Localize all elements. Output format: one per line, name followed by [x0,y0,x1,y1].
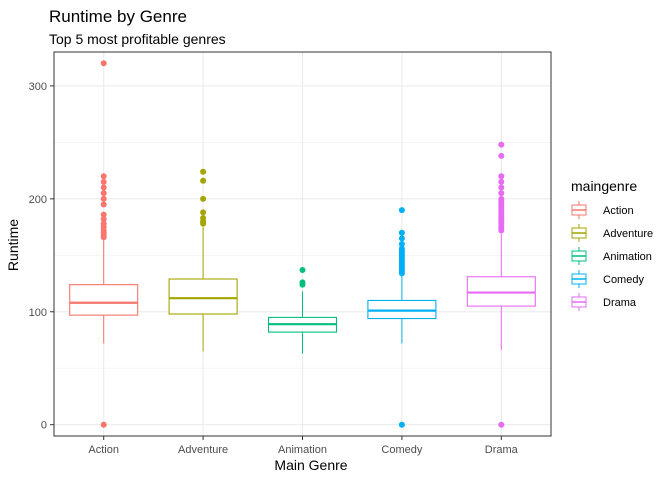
outlier-point [498,178,505,185]
outlier-point [200,177,207,184]
outlier-point [100,211,107,218]
outlier-point [498,195,505,202]
outlier-point [398,207,405,214]
legend: Action Adventure Animation Comedy Drama [571,201,653,311]
outlier-point [200,195,207,202]
outlier-point [200,209,207,216]
outlier-point [299,279,306,286]
box-comedy [367,207,437,428]
box-iqr [466,276,536,307]
legend-item-adventure: Adventure [571,224,653,242]
box-drama [466,141,536,428]
outlier-point [100,216,107,223]
box-iqr [168,278,238,315]
y-axis-title: Runtime [5,219,21,271]
outlier-point [100,421,107,428]
outlier-point [100,178,107,185]
chart-subtitle: Top 5 most profitable genres [49,31,226,47]
legend-item-drama: Drama [571,293,637,311]
outlier-point [100,201,107,208]
legend-item-action: Action [571,201,634,219]
outlier-point [398,229,405,236]
x-tick-label: Drama [485,444,519,456]
box-iqr [69,284,139,316]
outlier-point [100,190,107,197]
outlier-point [299,266,306,273]
legend-item-animation: Animation [571,247,652,265]
box-animation [267,266,338,354]
legend-label: Comedy [603,274,644,286]
outlier-point [398,421,405,428]
x-axis-title: Main Genre [274,457,347,473]
legend-label: Adventure [603,228,653,240]
outlier-point [200,215,207,222]
outlier-point [498,173,505,180]
legend-label: Animation [603,251,652,263]
plot-area: 0 100 200 300 Action Adventure Animation Comedy… [29,51,552,456]
legend-item-comedy: Comedy [571,270,644,288]
panel-border [53,51,552,437]
outlier-point [498,190,505,197]
x-tick-label: Action [88,444,119,456]
y-tick-label: 0 [41,420,47,432]
y-tick-label: 100 [29,307,47,319]
outlier-point [498,141,505,148]
box-adventure [168,168,238,352]
outlier-point [398,241,405,247]
legend-title: maingenre [571,178,637,194]
y-tick-label: 300 [29,81,47,93]
outlier-point [100,184,107,191]
chart-title: Runtime by Genre [49,7,187,26]
outlier-point [100,173,107,180]
outlier-point [100,220,107,227]
outlier-point [398,245,405,252]
y-tick-label: 200 [29,194,47,206]
box-iqr [367,299,437,320]
x-tick-label: Animation [278,444,327,456]
legend-label: Drama [603,297,637,309]
outlier-point [498,152,505,159]
outlier-point [498,184,505,191]
outlier-point [100,195,107,202]
x-tick-label: Adventure [178,444,228,456]
outlier-point [100,60,107,67]
x-tick-label: Comedy [381,444,422,456]
outlier-point [498,421,505,428]
legend-label: Action [603,205,634,217]
outlier-point [398,235,405,242]
outlier-point [200,168,207,175]
box-action [69,60,139,428]
